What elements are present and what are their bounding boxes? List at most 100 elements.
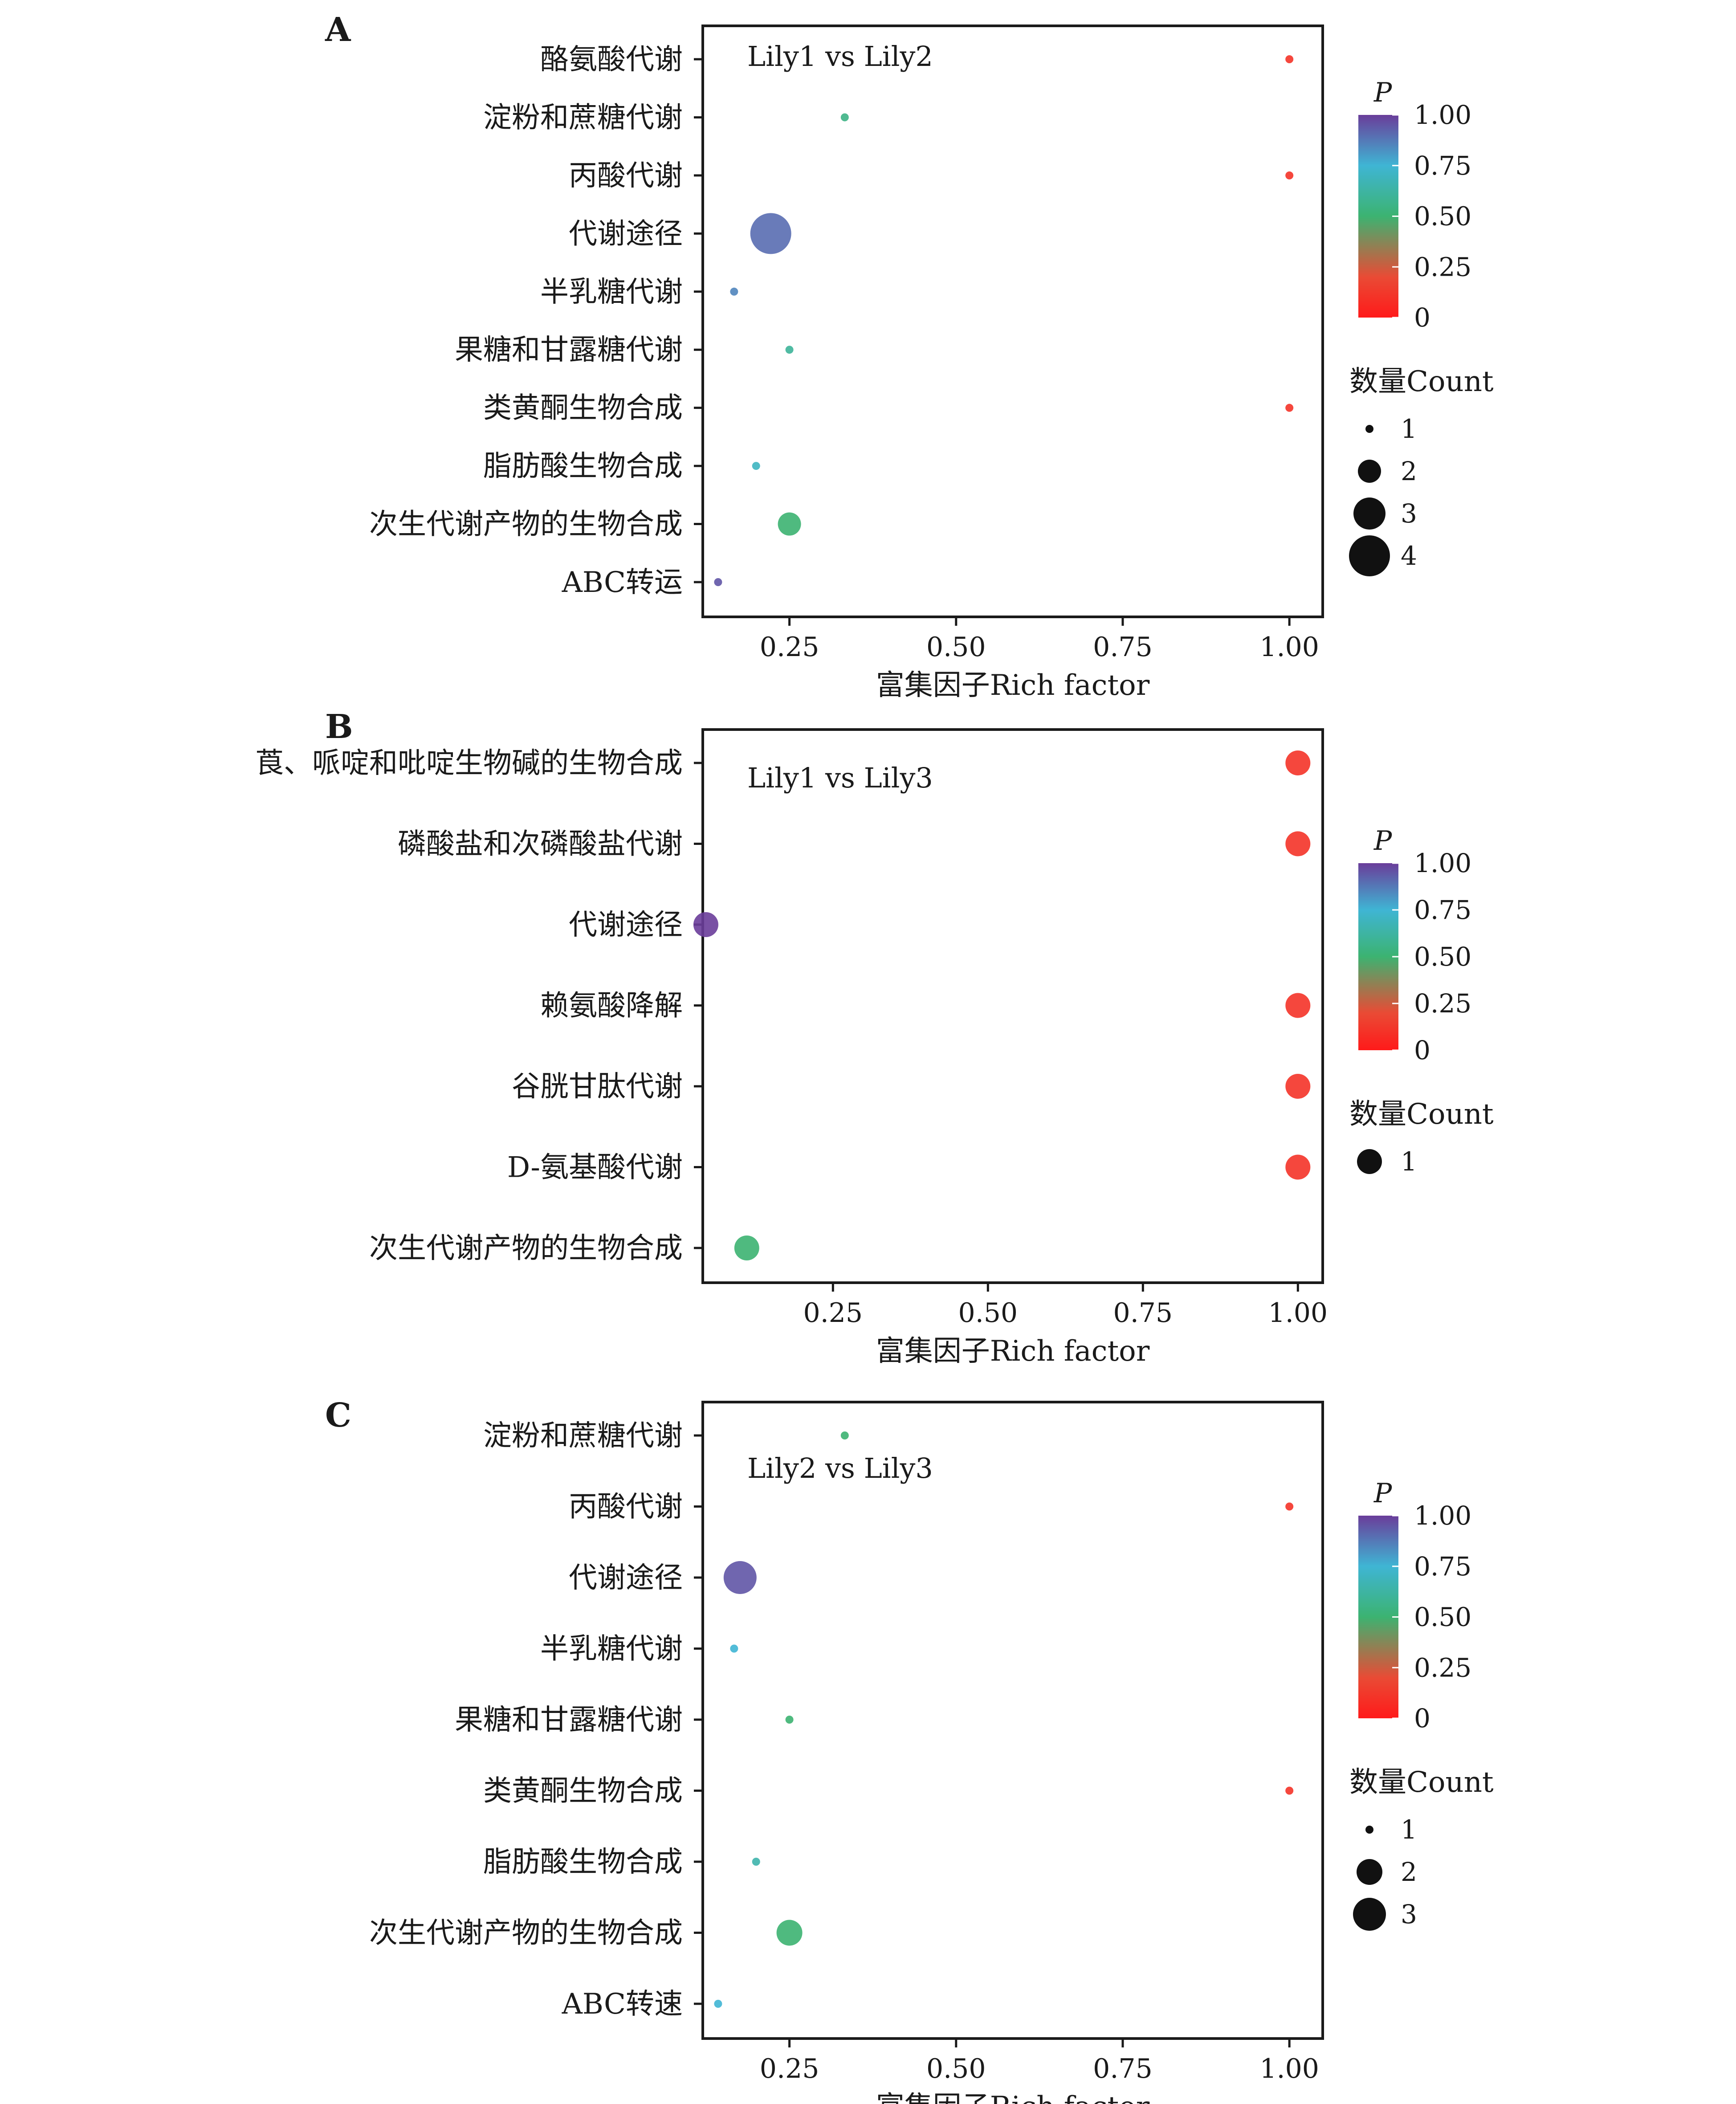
data-point	[785, 346, 794, 354]
x-tick-label: 1.00	[1259, 2053, 1319, 2084]
size-legend-dot	[1358, 460, 1381, 483]
x-axis-title: 富集因子Rich factor	[876, 669, 1150, 702]
category-label: 淀粉和蔗糖代谢	[483, 1419, 683, 1452]
colorbar-tick-label: 1.00	[1414, 848, 1471, 878]
x-axis-title: 富集因子Rich factor	[876, 1335, 1150, 1368]
x-tick-label: 0.25	[760, 632, 819, 663]
x-tick-label: 1.00	[1259, 632, 1319, 663]
category-label: 果糖和甘露糖代谢	[455, 334, 683, 367]
size-legend-title: 数量Count	[1349, 1766, 1494, 1799]
size-legend-dot	[1365, 425, 1373, 433]
category-label: 脂肪酸生物合成	[483, 450, 683, 483]
data-point	[1285, 1502, 1294, 1511]
category-label: 脂肪酸生物合成	[483, 1846, 683, 1879]
size-legend-title: 数量Count	[1349, 365, 1494, 398]
category-label: 磷酸盐和次磷酸盐代谢	[398, 828, 683, 861]
panel-letter: C	[325, 1396, 351, 1435]
colorbar	[1358, 863, 1398, 1050]
size-legend-label: 1	[1401, 1146, 1417, 1177]
colorbar-tick-label: 1.00	[1414, 1501, 1471, 1531]
x-tick-label: 0.25	[803, 1297, 863, 1329]
data-point	[1285, 750, 1311, 775]
x-tick-label: 0.75	[1093, 2053, 1153, 2084]
data-point	[785, 1716, 794, 1724]
data-point	[840, 113, 849, 122]
category-label: ABC转运	[562, 566, 683, 599]
category-label: 淀粉和蔗糖代谢	[483, 101, 683, 134]
data-point	[723, 1561, 757, 1594]
colorbar-tick-label: 0.75	[1414, 151, 1471, 181]
data-point	[734, 1235, 759, 1260]
category-label: 次生代谢产物的生物合成	[369, 508, 683, 541]
size-legend-dot	[1349, 535, 1390, 576]
data-point	[1285, 1074, 1311, 1099]
size-legend-dot	[1357, 1859, 1382, 1885]
category-label: 代谢途径	[569, 909, 683, 942]
plot-frame	[701, 728, 1324, 1284]
category-label: 果糖和甘露糖代谢	[455, 1704, 683, 1737]
colorbar-tick-label: 0.50	[1414, 201, 1471, 232]
category-label: 代谢途径	[569, 217, 683, 250]
chart-panel-b: B Lily1 vs Lily3 莨、哌啶和吡啶生物碱的生物合成磷酸盐和次磷酸盐代谢…	[255, 708, 1494, 1368]
size-legend-label: 1	[1401, 1814, 1417, 1845]
x-tick-label: 0.25	[760, 2053, 819, 2084]
panel-letter: A	[325, 11, 351, 49]
comparison-title: Lily1 vs Lily3	[747, 762, 933, 794]
size-legend-label: 3	[1401, 498, 1417, 529]
x-tick-label: 0.50	[958, 1297, 1018, 1329]
chart-panel-c: C Lily2 vs Lily3 淀粉和蔗糖代谢丙酸代谢代谢途径半乳糖代谢果糖和甘露…	[325, 1396, 1494, 2104]
category-label: 类黄酮生物合成	[483, 1775, 683, 1808]
x-tick-label: 0.75	[1113, 1297, 1173, 1329]
colorbar	[1358, 115, 1398, 318]
category-label: 丙酸代谢	[569, 159, 683, 192]
data-point	[752, 1858, 760, 1866]
data-point	[1285, 171, 1294, 179]
colorbar-title: P	[1373, 1478, 1393, 1509]
colorbar-title: P	[1373, 825, 1393, 856]
category-label: 赖氨酸降解	[540, 990, 683, 1023]
size-legend-label: 1	[1401, 414, 1417, 444]
data-point	[1285, 1786, 1294, 1795]
category-label: 谷胱甘肽代谢	[512, 1070, 683, 1103]
size-legend-label: 2	[1401, 1857, 1417, 1887]
size-legend-label: 2	[1401, 456, 1417, 486]
size-legend-label: 4	[1401, 541, 1417, 571]
category-label: 次生代谢产物的生物合成	[369, 1232, 683, 1265]
size-legend-label: 3	[1401, 1899, 1417, 1929]
data-point	[714, 2000, 722, 2008]
size-legend-dot	[1353, 497, 1386, 530]
category-label: 代谢途径	[569, 1562, 683, 1594]
data-point	[1285, 993, 1311, 1018]
colorbar-tick-label: 0.50	[1414, 1602, 1471, 1632]
category-label: D-氨基酸代谢	[507, 1151, 683, 1184]
colorbar-tick-label: 0	[1414, 1703, 1430, 1733]
chart-panel-a: A Lily1 vs Lily2 酪氨酸代谢淀粉和蔗糖代谢丙酸代谢代谢途径半乳糖代谢…	[325, 11, 1494, 702]
category-label: 莨、哌啶和吡啶生物碱的生物合成	[255, 747, 683, 780]
data-point	[693, 912, 718, 937]
x-tick-label: 0.75	[1093, 632, 1153, 663]
size-legend-dot	[1353, 1898, 1386, 1931]
colorbar-tick-label: 0.50	[1414, 942, 1471, 972]
data-point	[752, 462, 760, 470]
category-label: 丙酸代谢	[569, 1491, 683, 1524]
data-point	[750, 213, 791, 254]
data-point	[1285, 831, 1311, 856]
colorbar	[1358, 1516, 1398, 1718]
x-tick-label: 0.50	[926, 632, 986, 663]
category-label: 半乳糖代谢	[540, 276, 683, 309]
comparison-title: Lily2 vs Lily3	[747, 1452, 933, 1484]
size-legend-title: 数量Count	[1349, 1098, 1494, 1131]
colorbar-tick-label: 0	[1414, 1035, 1430, 1065]
category-label: 酪氨酸代谢	[540, 43, 683, 76]
data-point	[730, 287, 738, 296]
data-point	[714, 578, 722, 586]
category-label: 半乳糖代谢	[540, 1633, 683, 1666]
size-legend-dot	[1365, 1826, 1373, 1834]
x-axis-title: 富集因子Rich factor	[876, 2091, 1150, 2104]
colorbar-title: P	[1373, 77, 1393, 108]
category-label: 类黄酮生物合成	[483, 392, 683, 425]
colorbar-tick-label: 0.25	[1414, 988, 1471, 1019]
colorbar-tick-label: 0.75	[1414, 1551, 1471, 1582]
data-point	[776, 1920, 803, 1946]
